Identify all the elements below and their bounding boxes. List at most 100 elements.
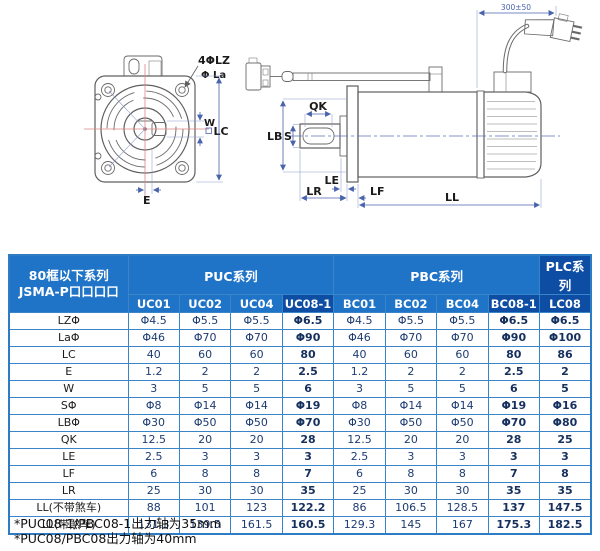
cell-uc01: Φ4.5 — [127, 312, 180, 330]
footnote-1: *PUC08-1/PBC08-1出力轴为35mm — [14, 516, 222, 531]
cell-uc01: 1.2 — [127, 363, 180, 381]
row-label: QK — [8, 431, 129, 449]
cell-uc01: Φ46 — [127, 329, 180, 347]
corner-line2: JSMA-P口口口口 — [18, 284, 119, 299]
table-row: LR 25 30 30 35 25 30 30 35 35 — [8, 482, 592, 500]
cell-uc08-1: 160.5 — [281, 516, 335, 535]
cell-bc01: 40 — [333, 346, 386, 364]
table-row: LL(不带煞车) 88 101 123 122.2 86 106.5 128.5 137 147.… — [8, 499, 592, 517]
cell-bc08-1: Φ19 — [487, 397, 541, 415]
cell-bc08-1: 28 — [487, 431, 541, 449]
row-label: E — [8, 363, 129, 381]
square-symbol — [205, 127, 212, 134]
table-row: LaΦ Φ46 Φ70 Φ70 Φ90 Φ46 Φ70 Φ70 Φ90 Φ100 — [8, 329, 592, 347]
cable-plug — [523, 13, 583, 43]
cell-lc08: 8 — [539, 465, 592, 483]
cell-bc02: Φ70 — [384, 329, 438, 347]
cell-bc01: Φ30 — [333, 414, 386, 432]
cell-lc08: 147.5 — [539, 499, 592, 517]
cell-uc02: 30 — [178, 482, 232, 500]
cell-uc02: Φ5.5 — [178, 312, 232, 330]
table-row: LL(带煞车) 131.3 139.5 161.5 160.5 129.3 145 167 17… — [8, 516, 592, 535]
cell-bc08-1: 3 — [487, 448, 541, 466]
rear-housing — [483, 91, 542, 178]
row-label: LC — [8, 346, 129, 364]
cell-uc08-1: 80 — [281, 346, 335, 364]
row-label: W — [8, 380, 129, 398]
cell-uc02: 20 — [178, 431, 232, 449]
cell-lc08: Φ16 — [539, 397, 592, 415]
cell-bc04: Φ50 — [436, 414, 489, 432]
cell-bc08-1: 6 — [487, 380, 541, 398]
cell-uc01: 3 — [127, 380, 180, 398]
cell-bc08-1: 175.3 — [487, 516, 541, 535]
label-ll: LL — [445, 191, 459, 204]
cell-uc02: 101 — [178, 499, 232, 517]
cell-bc02: 20 — [384, 431, 438, 449]
cell-uc01: 88 — [127, 499, 180, 517]
cell-bc02: Φ14 — [384, 397, 438, 415]
cell-uc01: 25 — [127, 482, 180, 500]
cell-lc08: Φ100 — [539, 329, 592, 347]
cell-bc02: 2 — [384, 363, 438, 381]
cell-uc08-1: Φ6.5 — [281, 312, 335, 330]
table-row: QK 12.5 20 20 28 12.5 20 20 28 25 — [8, 431, 592, 449]
label-le: LE — [324, 174, 339, 187]
cell-bc04: 167 — [436, 516, 489, 535]
row-label: LR — [8, 482, 129, 500]
group-header-plc: PLC系列 — [539, 254, 592, 295]
flange-plate — [346, 85, 359, 183]
label-pilot-dia: LB — [267, 130, 282, 143]
series-header-row: 80框以下系列 JSMA-P口口口口 PUC系列 PBC系列 PLC系列 — [8, 254, 592, 313]
motor-body — [357, 91, 478, 178]
model-header-lc08: LC08 — [539, 294, 592, 313]
cell-uc01: Φ30 — [127, 414, 180, 432]
cell-bc04: 5 — [436, 380, 489, 398]
cell-uc08-1: 28 — [281, 431, 335, 449]
cell-bc01: 25 — [333, 482, 386, 500]
cell-lc08: 35 — [539, 482, 592, 500]
cell-uc04: Φ50 — [230, 414, 283, 432]
table-row: E 1.2 2 2 2.5 1.2 2 2 2.5 2 — [8, 363, 592, 381]
cell-bc01: 86 — [333, 499, 386, 517]
label-frame-size: LC — [214, 125, 229, 138]
cell-lc08: 5 — [539, 380, 592, 398]
cell-bc04: Φ70 — [436, 329, 489, 347]
cell-uc04: Φ14 — [230, 397, 283, 415]
row-label: LL(不带煞车) — [8, 499, 129, 517]
motor-front-view: 4ΦLZ Φ La W LC E — [84, 54, 230, 207]
cell-bc01: 6 — [333, 465, 386, 483]
cell-uc04: 20 — [230, 431, 283, 449]
spec-table: 80框以下系列 JSMA-P口口口口 PUC系列 PBC系列 PLC系列 UC0… — [8, 254, 592, 535]
cell-lc08: 3 — [539, 448, 592, 466]
cell-uc04: 5 — [230, 380, 283, 398]
label-bolt-circle: Φ La — [201, 70, 226, 81]
label-lr: LR — [306, 185, 322, 198]
cell-lc08: 2 — [539, 363, 592, 381]
table-row: LBΦ Φ30 Φ50 Φ50 Φ70 Φ30 Φ50 Φ50 Φ70 Φ80 — [8, 414, 592, 432]
cell-bc01: 129.3 — [333, 516, 386, 535]
cell-bc02: 60 — [384, 346, 438, 364]
cell-uc01: 6 — [127, 465, 180, 483]
cell-bc08-1: 80 — [487, 346, 541, 364]
dimension-drawings: 4ΦLZ Φ La W LC E — [0, 0, 600, 250]
cell-bc02: 30 — [384, 482, 438, 500]
label-offset-e: E — [143, 194, 151, 207]
cell-bc01: Φ4.5 — [333, 312, 386, 330]
cell-lc08: Φ80 — [539, 414, 592, 432]
cell-bc02: 145 — [384, 516, 438, 535]
cell-uc08-1: Φ19 — [281, 397, 335, 415]
cell-uc01: 2.5 — [127, 448, 180, 466]
model-header-uc02: UC02 — [178, 294, 232, 313]
table-row: LC 40 60 60 80 40 60 60 80 86 — [8, 346, 592, 364]
table-row: SΦ Φ8 Φ14 Φ14 Φ19 Φ8 Φ14 Φ14 Φ19 Φ16 — [8, 397, 592, 415]
label-cable-length: 300±50 — [501, 3, 531, 12]
rear-ribs — [487, 101, 537, 170]
cell-uc01: Φ8 — [127, 397, 180, 415]
row-label: LZΦ — [8, 312, 129, 330]
model-header-uc04: UC04 — [230, 294, 283, 313]
cell-uc08-1: Φ70 — [281, 414, 335, 432]
cell-bc02: Φ5.5 — [384, 312, 438, 330]
cell-uc02: Φ50 — [178, 414, 232, 432]
